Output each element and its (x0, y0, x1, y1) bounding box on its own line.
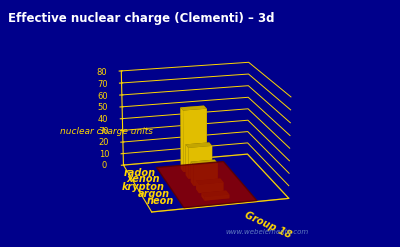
Text: www.webelements.com: www.webelements.com (226, 228, 309, 235)
Text: Effective nuclear charge (Clementi) – 3d: Effective nuclear charge (Clementi) – 3d (8, 12, 274, 25)
Text: nuclear charge units: nuclear charge units (60, 127, 153, 136)
Text: Group 18: Group 18 (243, 210, 293, 240)
